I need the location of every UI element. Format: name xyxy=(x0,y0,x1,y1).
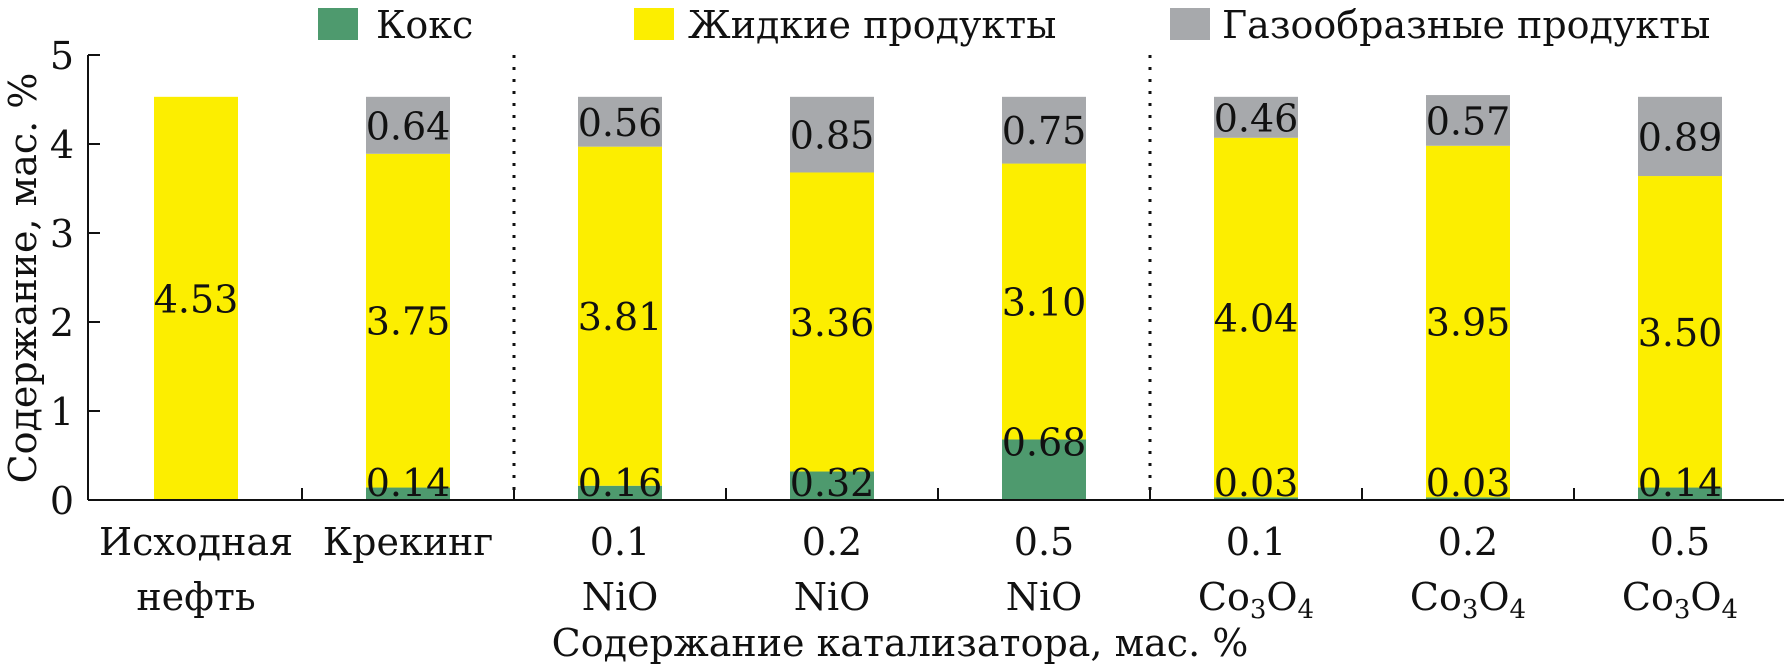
data-label: 3.75 xyxy=(366,300,451,344)
x-tick-label: Крекинг xyxy=(323,520,494,564)
data-label: 0.75 xyxy=(1002,109,1087,153)
bar-segment xyxy=(1638,487,1722,500)
data-label: 3.50 xyxy=(1638,311,1723,355)
legend-label: Газообразные продукты xyxy=(1222,3,1710,47)
bar-segment xyxy=(1426,95,1510,146)
data-label: 4.53 xyxy=(154,277,239,321)
x-tick-label: Исходная xyxy=(99,520,293,564)
bar-segment xyxy=(366,96,450,154)
x-tick-label: NiO xyxy=(794,575,871,619)
bar-segment xyxy=(790,96,874,173)
x-tick-label: 0.1 xyxy=(590,520,650,564)
y-tick-label: 0 xyxy=(50,479,74,523)
y-tick-label: 3 xyxy=(50,212,74,256)
x-tick-label-formula: Co3O4 xyxy=(1622,575,1738,625)
y-axis-title: Содержание, мас. % xyxy=(1,73,45,484)
bar-segment xyxy=(1638,176,1722,488)
bar-segment xyxy=(1214,137,1298,498)
x-tick-label: 0.1 xyxy=(1226,520,1286,564)
data-label: 0.64 xyxy=(366,104,451,148)
bar-segment xyxy=(790,471,874,500)
bar-segment xyxy=(578,96,662,147)
data-label: 0.57 xyxy=(1426,99,1511,143)
x-tick-label: 0.5 xyxy=(1650,520,1710,564)
x-tick-label: нефть xyxy=(136,575,255,619)
x-tick-label: 0.2 xyxy=(1438,520,1498,564)
bar-segment xyxy=(366,487,450,500)
data-label: 0.32 xyxy=(790,461,875,505)
x-tick-label-formula: Co3O4 xyxy=(1410,575,1526,625)
x-tick-label-formula: Co3O4 xyxy=(1198,575,1314,625)
x-tick-label: 0.5 xyxy=(1014,520,1074,564)
bar-segment xyxy=(1426,497,1510,500)
bar-segment xyxy=(154,96,238,500)
legend-swatch xyxy=(318,8,358,40)
y-tick-label: 4 xyxy=(50,123,74,167)
legend-swatch xyxy=(634,8,674,40)
data-label: 4.04 xyxy=(1214,297,1299,341)
x-axis-title: Содержание катализатора, мас. % xyxy=(552,621,1249,665)
bar-segment xyxy=(790,172,874,472)
data-label: 3.81 xyxy=(578,295,663,339)
bar-segment xyxy=(1002,96,1086,164)
bar-segment xyxy=(1214,96,1298,138)
data-label: 0.85 xyxy=(790,114,875,158)
x-tick-label: NiO xyxy=(582,575,659,619)
data-label: 0.56 xyxy=(578,101,663,145)
bar-segment xyxy=(1002,439,1086,500)
data-label: 0.68 xyxy=(1002,420,1087,464)
x-tick-label: NiO xyxy=(1006,575,1083,619)
y-tick-label: 1 xyxy=(50,390,74,434)
data-label: 3.10 xyxy=(1002,281,1087,325)
data-label: 0.14 xyxy=(1638,461,1723,505)
data-label: 3.95 xyxy=(1426,301,1511,345)
bar-segment xyxy=(1638,96,1722,177)
data-label: 0.16 xyxy=(578,461,663,505)
y-tick-label: 5 xyxy=(50,34,74,78)
data-label: 0.03 xyxy=(1214,461,1299,505)
y-tick-label: 2 xyxy=(50,301,74,345)
legend-label: Жидкие продукты xyxy=(688,3,1056,47)
data-label: 0.89 xyxy=(1638,115,1723,159)
legend-label: Кокс xyxy=(376,3,473,47)
bar-segment xyxy=(578,146,662,486)
data-label: 0.14 xyxy=(366,461,451,505)
bar-segment xyxy=(1002,163,1086,440)
data-label: 0.46 xyxy=(1214,96,1299,140)
data-label: 0.03 xyxy=(1426,461,1511,505)
bar-segment xyxy=(1426,145,1510,498)
legend-swatch xyxy=(1170,8,1210,40)
bar-segment xyxy=(578,485,662,500)
bar-segment xyxy=(1214,497,1298,500)
data-label: 3.36 xyxy=(790,301,875,345)
bar-segment xyxy=(366,153,450,488)
x-tick-label: 0.2 xyxy=(802,520,862,564)
